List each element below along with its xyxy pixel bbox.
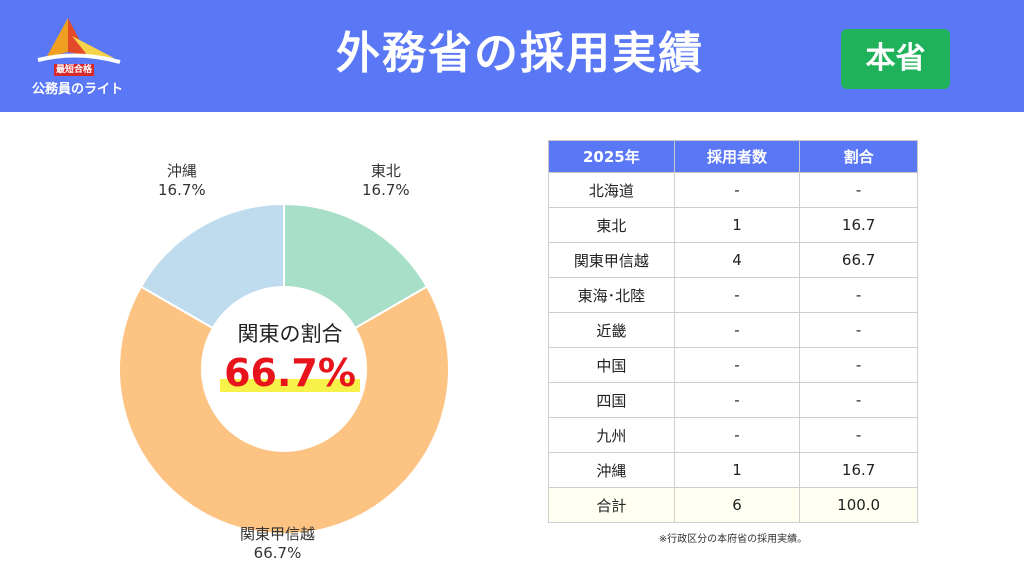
table-row: 四国 - - — [548, 382, 918, 418]
hiring-table: 2025年 採用者数 割合 北海道 - - 東北 1 16.7 関東甲信越 4 66.7 東海･北… — [548, 140, 918, 523]
table-row: 近畿 - - — [548, 312, 918, 348]
highlight-value: 66.7% — [220, 348, 360, 398]
region-cell: 東海･北陸 — [548, 277, 675, 313]
hires-cell: 4 — [673, 242, 801, 278]
hires-cell: 1 — [673, 452, 801, 488]
hires-cell: - — [673, 417, 801, 453]
table-row: 九州 - - — [548, 417, 918, 453]
ratio-cell: - — [799, 277, 918, 313]
donut-center-value: 66.7% — [100, 348, 480, 398]
hires-cell: - — [673, 382, 801, 418]
slice-okinawa — [139, 202, 285, 330]
total-hires-cell: 6 — [673, 487, 801, 523]
slice-label-kanto: 関東甲信越 66.7% — [240, 525, 315, 563]
donut-chart: 東北 16.7% 関東甲信越 66.7% 沖縄 16.7% 関東の割合 66.7… — [100, 140, 480, 570]
slice-percent: 16.7% — [158, 181, 206, 199]
hires-cell: - — [673, 172, 801, 208]
region-cell: 中国 — [548, 347, 675, 383]
column-header-year: 2025年 — [548, 140, 675, 173]
column-header-hires: 採用者数 — [673, 140, 801, 173]
brand-logo[interactable]: 最短合格 公務員のライト — [28, 14, 138, 97]
logo-brand-name: 公務員のライト — [32, 82, 124, 97]
table-row: 沖縄 1 16.7 — [548, 452, 918, 488]
region-cell: 関東甲信越 — [548, 242, 675, 278]
hires-cell: - — [673, 312, 801, 348]
page-title: 外務省の採用実績 — [336, 28, 704, 79]
table-row: 関東甲信越 4 66.7 — [548, 242, 918, 278]
ratio-cell: - — [799, 417, 918, 453]
slice-kanto — [118, 285, 450, 535]
ratio-cell: - — [799, 312, 918, 348]
ratio-cell: 16.7 — [799, 452, 918, 488]
ratio-cell: 66.7 — [799, 242, 918, 278]
total-ratio-cell: 100.0 — [799, 487, 918, 523]
region-cell: 九州 — [548, 417, 675, 453]
header-bar: 最短合格 公務員のライト 外務省の採用実績 本省 — [0, 0, 1024, 112]
column-header-ratio: 割合 — [799, 140, 918, 173]
hires-cell: 1 — [673, 207, 801, 243]
slice-name: 東北 — [370, 162, 401, 180]
slice-percent: 16.7% — [362, 181, 410, 199]
region-cell: 東北 — [548, 207, 675, 243]
table-total-row: 合計 6 100.0 — [548, 487, 918, 523]
table-row: 中国 - - — [548, 347, 918, 383]
logo-tagline: 最短合格 — [54, 64, 95, 76]
region-cell: 四国 — [548, 382, 675, 418]
table-header-row: 2025年 採用者数 割合 — [548, 140, 918, 173]
slice-label-okinawa: 沖縄 16.7% — [158, 162, 206, 200]
hires-cell: - — [673, 347, 801, 383]
slice-percent: 66.7% — [253, 544, 302, 562]
ratio-cell: - — [799, 382, 918, 418]
slice-tohoku — [283, 202, 429, 330]
slice-name: 関東甲信越 — [240, 525, 316, 543]
region-cell: 沖縄 — [548, 452, 675, 488]
slice-label-tohoku: 東北 16.7% — [362, 162, 410, 200]
ratio-cell: 16.7 — [799, 207, 918, 243]
slice-name: 沖縄 — [166, 162, 197, 180]
table-row: 北海道 - - — [548, 172, 918, 208]
hires-cell: - — [673, 277, 801, 313]
donut-center-title: 関東の割合 — [237, 322, 343, 346]
sail-logo-icon — [37, 18, 121, 64]
table-row: 東北 1 16.7 — [548, 207, 918, 243]
region-cell: 北海道 — [548, 172, 675, 208]
table-row: 東海･北陸 - - — [548, 277, 918, 313]
donut-chart-svg — [118, 202, 450, 535]
ratio-cell: - — [799, 347, 918, 383]
footnote: ※行政区分の本府省の採用実績。 — [658, 534, 808, 545]
total-label-cell: 合計 — [548, 487, 675, 523]
category-badge: 本省 — [841, 29, 950, 89]
ratio-cell: - — [799, 172, 918, 208]
region-cell: 近畿 — [548, 312, 675, 348]
